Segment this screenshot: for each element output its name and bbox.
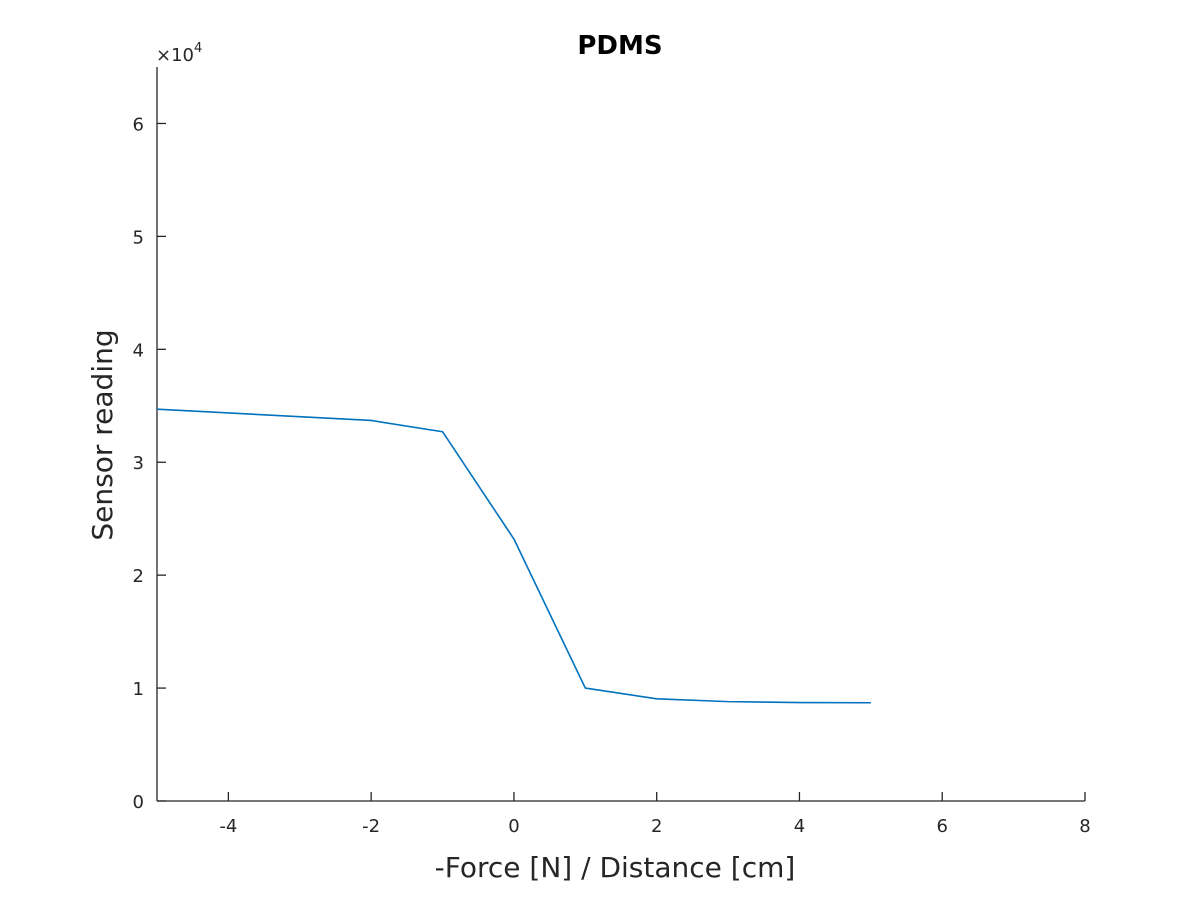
chart-title: PDMS bbox=[577, 31, 662, 61]
x-tick-label: 0 bbox=[508, 816, 519, 837]
x-tick-label: -4 bbox=[219, 816, 237, 837]
y-tick-label: 4 bbox=[133, 340, 144, 361]
series-line bbox=[156, 408, 871, 704]
x-ticks: -4 -2 0 2 4 6 8 bbox=[219, 792, 1091, 837]
y-tick-label: 6 bbox=[133, 114, 144, 135]
series-group bbox=[156, 408, 871, 704]
y-tick-label: 3 bbox=[133, 453, 144, 474]
y-tick-label: 2 bbox=[133, 566, 144, 587]
y-exponent-prefix: ×10 bbox=[156, 45, 194, 66]
y-tick-label: 0 bbox=[133, 792, 144, 813]
y-exponent-power: 4 bbox=[194, 41, 202, 56]
x-tick-label: 2 bbox=[651, 816, 662, 837]
x-axis-label: -Force [N] / Distance [cm] bbox=[435, 851, 796, 884]
y-axis-exponent: ×104 bbox=[156, 41, 202, 66]
x-tick-label: 4 bbox=[794, 816, 805, 837]
y-ticks: 0 1 2 3 4 5 6 bbox=[133, 114, 166, 813]
x-tick-label: 8 bbox=[1079, 816, 1090, 837]
y-axis-label: Sensor reading bbox=[86, 329, 119, 540]
x-tick-label: 6 bbox=[937, 816, 948, 837]
y-tick-label: 1 bbox=[133, 679, 144, 700]
y-tick-label: 5 bbox=[133, 227, 144, 248]
x-tick-label: -2 bbox=[362, 816, 380, 837]
axes bbox=[156, 67, 1085, 802]
